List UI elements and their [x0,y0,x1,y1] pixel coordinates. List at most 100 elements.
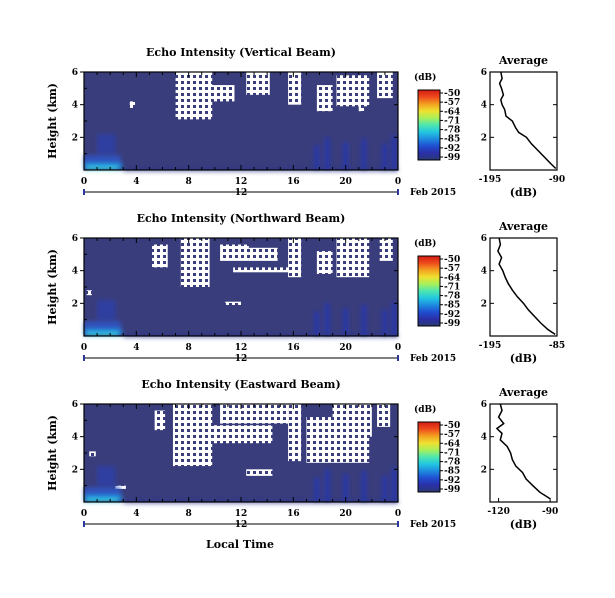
x-tick-label: 8 [186,177,192,187]
profile-x-tick-label: -195 [479,341,502,351]
no-data-region [336,75,370,107]
x-tick-label: 16 [287,509,300,519]
colorbar-tick-label: -64 [444,273,460,283]
no-data-region [332,404,372,437]
no-data-region [336,238,370,278]
x-tick-label: 16 [287,343,300,353]
profile-x-tick-label: -90 [542,507,558,517]
x-axis-label: Local Time [206,538,274,551]
profile-x-label: (dB) [510,186,537,199]
y-axis-label: Height (km) [46,415,59,491]
y-axis-label: Height (km) [46,83,59,159]
no-data-region [233,267,291,273]
profile-title: Average [498,220,548,233]
no-data-region [225,301,241,305]
profile-x-tick-label: -195 [479,175,502,185]
x-tick-label: 4 [133,509,139,519]
no-data-region [180,238,210,287]
colorbar-tick-label: -71 [444,448,460,458]
day-label: 12 [235,188,248,198]
colorbar [417,255,441,327]
profile-y-tick-label: 2 [481,299,487,309]
profile-x-label: (dB) [510,518,537,531]
x-tick-label: 4 [133,177,139,187]
no-data-region [246,72,270,95]
x-tick-label: 0 [395,343,401,353]
date-label: Feb 2015 [410,354,456,364]
profile-y-tick-label: 6 [481,400,487,410]
profile-frame [489,71,558,171]
profile-x-tick-label: -120 [487,507,510,517]
panel-eastward-beam: Echo Intensity (Eastward Beam) 6 4 2 Height … [46,378,558,531]
colorbar-tick-label: -92 [444,310,460,320]
colorbar-tick-label: -50 [444,255,460,265]
colorbar-tick-label: -64 [444,439,460,449]
no-data-region [288,238,302,278]
colorbar-tick-label: -71 [444,282,460,292]
colorbar-tick-label: -78 [444,126,460,136]
x-tick-label: 20 [339,343,352,353]
panel-title: Echo Intensity (Northward Beam) [137,212,346,225]
colorbar-unit: (dB) [414,404,436,415]
profile-y-tick-label: 6 [481,234,487,244]
x-tick-label: 12 [235,177,248,187]
no-data-region [358,104,364,112]
panel-title: Echo Intensity (Vertical Beam) [146,46,336,59]
no-data-region [316,251,333,274]
day-label: 12 [235,354,248,364]
no-data-region [246,469,273,476]
no-data-region [86,290,92,296]
no-data-region [316,85,333,112]
x-tick-label: 12 [235,509,248,519]
no-data-region [288,404,302,462]
x-tick-label: 8 [186,343,192,353]
profile-x-tick-label: -90 [549,175,565,185]
y-tick-label: 2 [72,299,78,309]
profile-y-tick-label: 2 [481,465,487,475]
profile-title: Average [498,54,548,67]
colorbar-tick-label: -78 [444,292,460,302]
y-tick-label: 4 [72,267,78,277]
colorbar-unit: (dB) [414,72,436,83]
date-label: Feb 2015 [410,188,456,198]
colorbar-tick-label: -85 [444,467,460,477]
profile-y-tick-label: 2 [481,133,487,143]
colorbar-tick-label: -57 [444,98,460,108]
no-data-region [172,404,213,467]
panel-title: Echo Intensity (Eastward Beam) [141,378,340,391]
colorbar-tick-label: -64 [444,107,460,117]
colorbar-tick-label: -71 [444,116,460,126]
y-tick-label: 6 [72,234,78,244]
colorbar-tick-label: -50 [444,421,460,431]
x-tick-label: 0 [81,177,87,187]
panel-northward-beam: Echo Intensity (Northward Beam) 6 4 2 Height… [46,212,565,365]
no-data-region [220,244,249,261]
colorbar-tick-label: -57 [444,264,460,274]
colorbar-tick-label: -99 [444,485,460,495]
x-tick-label: 0 [395,177,401,187]
y-tick-label: 4 [72,433,78,443]
y-tick-label: 2 [72,465,78,475]
colorbar-tick-label: -92 [444,144,460,154]
colorbar [417,421,441,493]
profile-line [497,237,556,336]
x-tick-label: 0 [395,509,401,519]
x-tick-label: 12 [235,343,248,353]
no-data-region [152,244,168,268]
profile-frame [489,237,558,337]
colorbar-tick-label: -99 [444,153,460,163]
profile-y-tick-label: 4 [481,433,487,443]
no-data-region [89,451,96,457]
colorbar [417,89,441,161]
profile-x-tick-label: -85 [549,341,565,351]
y-axis-label: Height (km) [46,249,59,325]
colorbar-unit: (dB) [414,238,436,249]
profile-y-tick-label: 4 [481,101,487,111]
colorbar-tick-label: -92 [444,476,460,486]
profile-x-label: (dB) [510,352,537,365]
no-data-region [377,72,393,99]
no-data-region [379,238,393,261]
no-data-region [288,72,302,105]
x-tick-label: 4 [133,343,139,353]
x-tick-label: 16 [287,177,300,187]
